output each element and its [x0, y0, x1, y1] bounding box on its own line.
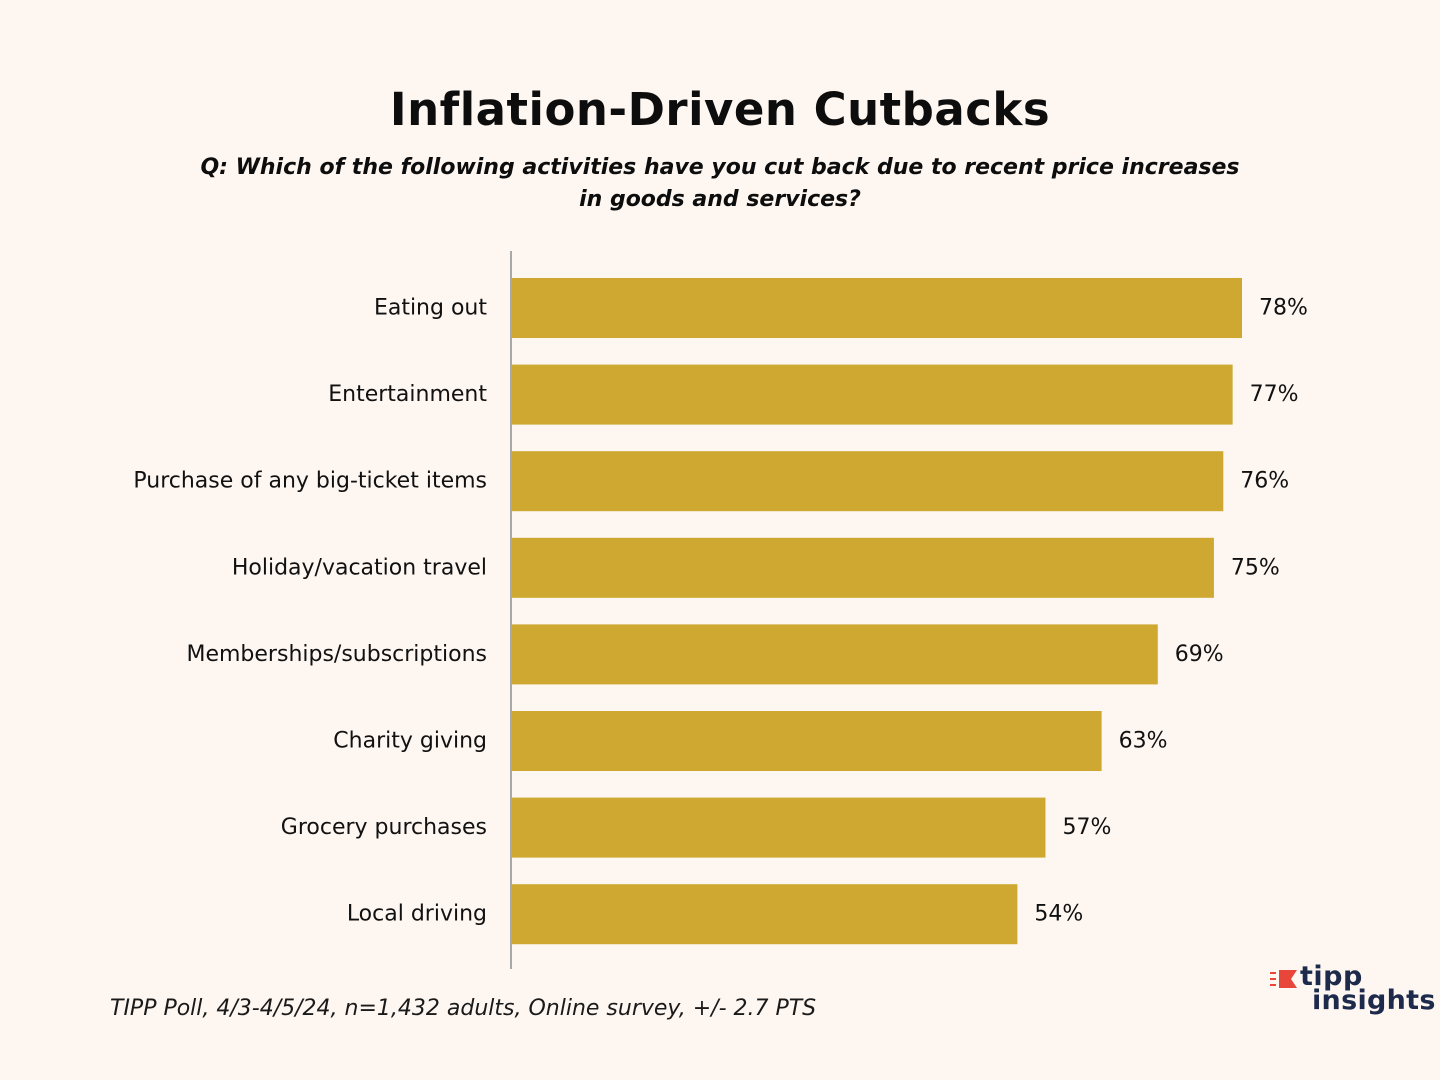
value-label-7: 54%: [1034, 902, 1083, 927]
category-label-4: Memberships/subscriptions: [186, 642, 487, 667]
category-label-5: Charity giving: [333, 729, 487, 754]
value-label-3: 75%: [1231, 555, 1280, 580]
bars-group: Eating out 78% Entertainment 77% Purchase of…: [133, 278, 1308, 945]
bar-1: [512, 364, 1233, 425]
category-label-2: Purchase of any big-ticket items: [133, 469, 487, 494]
logo-flag-icon: [1270, 970, 1297, 988]
chart-title: Inflation-Driven Cutbacks: [389, 83, 1051, 136]
tipp-insights-logo: tipp insights: [1268, 961, 1435, 1022]
bar-7: [512, 884, 1018, 945]
category-label-0: Eating out: [374, 296, 487, 321]
category-label-7: Local driving: [347, 902, 487, 927]
source-footnote: TIPP Poll, 4/3-4/5/24, n=1,432 adults, O…: [110, 996, 817, 1021]
value-label-1: 77%: [1250, 382, 1299, 407]
category-label-6: Grocery purchases: [281, 815, 487, 840]
value-label-6: 57%: [1062, 815, 1111, 840]
logo-text-insights: insights: [1312, 985, 1436, 1016]
bar-4: [512, 624, 1158, 685]
bar-3: [512, 537, 1214, 598]
value-label-4: 69%: [1175, 642, 1224, 667]
bar-0: [512, 278, 1242, 338]
bar-6: [512, 797, 1046, 858]
logo-text-tipp: tipp: [1300, 961, 1363, 992]
chart-subtitle: Q: Which of the following activities hav…: [200, 155, 1240, 212]
value-label-5: 63%: [1119, 729, 1168, 754]
category-label-1: Entertainment: [328, 382, 487, 407]
value-label-0: 78%: [1259, 296, 1308, 321]
value-label-2: 76%: [1240, 469, 1289, 494]
bar-2: [512, 451, 1224, 512]
category-label-3: Holiday/vacation travel: [232, 555, 487, 580]
bar-5: [512, 711, 1102, 771]
